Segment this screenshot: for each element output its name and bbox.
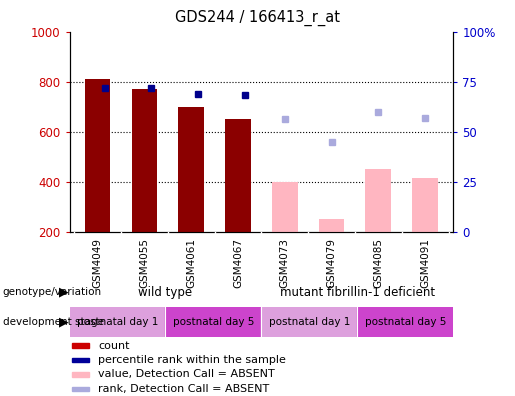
Bar xyxy=(165,307,261,337)
Text: postnatal day 5: postnatal day 5 xyxy=(365,317,446,327)
Text: genotype/variation: genotype/variation xyxy=(3,287,101,297)
Text: GSM4091: GSM4091 xyxy=(420,238,430,289)
Bar xyxy=(72,386,89,391)
Text: rank, Detection Call = ABSENT: rank, Detection Call = ABSENT xyxy=(98,384,269,394)
Text: postnatal day 1: postnatal day 1 xyxy=(269,317,350,327)
Bar xyxy=(72,343,89,348)
Text: GSM4079: GSM4079 xyxy=(327,238,336,289)
Text: GSM4049: GSM4049 xyxy=(93,238,102,289)
Text: GSM4085: GSM4085 xyxy=(373,238,383,289)
Text: postnatal day 5: postnatal day 5 xyxy=(173,317,254,327)
Bar xyxy=(225,119,251,232)
Text: GDS244 / 166413_r_at: GDS244 / 166413_r_at xyxy=(175,10,340,26)
Text: GSM4067: GSM4067 xyxy=(233,238,243,289)
Text: value, Detection Call = ABSENT: value, Detection Call = ABSENT xyxy=(98,369,274,379)
Bar xyxy=(131,89,157,232)
Bar xyxy=(413,178,438,232)
Text: wild type: wild type xyxy=(139,286,193,299)
Bar xyxy=(357,307,453,337)
Bar xyxy=(85,79,110,232)
Bar xyxy=(72,358,89,362)
Text: count: count xyxy=(98,341,129,351)
Bar xyxy=(178,107,204,232)
Bar xyxy=(366,169,391,232)
Bar xyxy=(319,219,345,232)
Text: ▶: ▶ xyxy=(59,286,68,299)
Bar xyxy=(261,307,357,337)
Bar xyxy=(272,182,298,232)
Text: ▶: ▶ xyxy=(59,315,68,328)
Text: GSM4073: GSM4073 xyxy=(280,238,290,289)
Text: GSM4055: GSM4055 xyxy=(140,238,149,289)
Text: mutant fibrillin-1 deficient: mutant fibrillin-1 deficient xyxy=(280,286,435,299)
Bar xyxy=(70,307,165,337)
Text: postnatal day 1: postnatal day 1 xyxy=(77,317,158,327)
Text: GSM4061: GSM4061 xyxy=(186,238,196,289)
Bar xyxy=(72,372,89,377)
Text: development stage: development stage xyxy=(3,317,104,327)
Text: percentile rank within the sample: percentile rank within the sample xyxy=(98,355,286,365)
